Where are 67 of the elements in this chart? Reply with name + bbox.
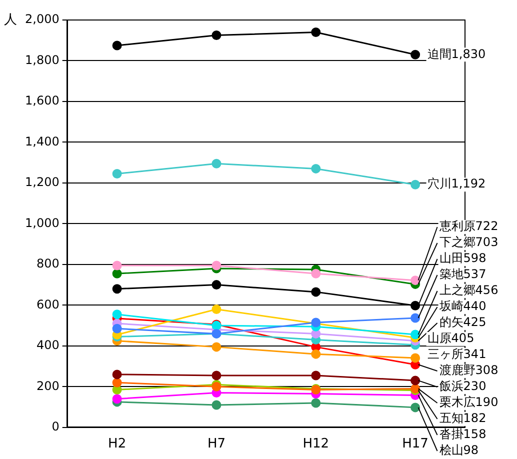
annotation: 穴川1,192 [427, 176, 486, 191]
point [410, 300, 420, 310]
annotation: 五知182 [439, 411, 486, 426]
point [112, 324, 122, 334]
point [112, 394, 122, 404]
point [311, 164, 321, 174]
y-tick-label: 1,800 [24, 52, 60, 67]
point [112, 268, 122, 278]
y-tick-label: 1,600 [24, 94, 60, 108]
y-tick-label: 800 [36, 256, 60, 271]
point [311, 268, 321, 278]
point [112, 310, 122, 320]
x-tick-label: H7 [207, 436, 226, 452]
annotation: 的矢425 [439, 315, 486, 330]
point [410, 50, 420, 60]
point [112, 370, 122, 380]
point [112, 378, 122, 388]
annotation: 渡鹿野308 [439, 363, 498, 378]
point [212, 260, 222, 270]
point [410, 402, 420, 412]
point [410, 180, 420, 190]
annotation: 山原405 [427, 331, 474, 346]
point [112, 284, 122, 294]
y-tick-label: 1,400 [24, 134, 60, 148]
y-tick-label: 200 [36, 378, 60, 393]
y-axis-title: 人 [4, 12, 17, 28]
point [212, 158, 222, 168]
point [410, 276, 420, 286]
y-tick-label: 0 [52, 420, 60, 434]
annotation: 飯浜230 [439, 379, 486, 394]
y-tick-label: 2,000 [24, 12, 60, 26]
annotation: 恵利原722 [438, 219, 498, 234]
point [212, 304, 222, 314]
annotation: 築地537 [439, 267, 486, 282]
y-tick-label: 1,200 [24, 175, 60, 190]
x-tick-label: H12 [302, 436, 330, 452]
annotation: 坂崎440 [438, 299, 486, 314]
point [311, 370, 321, 380]
x-tick-label: H2 [108, 436, 126, 452]
y-tick-label: 1,000 [24, 216, 60, 230]
annotation: 下之郷703 [439, 235, 498, 250]
point [212, 400, 222, 410]
point [311, 349, 321, 359]
point [410, 330, 420, 340]
annotation: 栗木広190 [439, 395, 498, 410]
point [112, 260, 122, 270]
annotation: 上之郷456 [439, 283, 498, 298]
point [311, 398, 321, 408]
point [212, 370, 222, 380]
point [112, 169, 122, 179]
point [410, 353, 420, 363]
point [410, 376, 420, 386]
annotation: 迫間1,830 [427, 46, 486, 61]
point [112, 40, 122, 50]
point [410, 313, 420, 323]
point [212, 30, 222, 40]
y-tick-label: 400 [36, 338, 60, 352]
annotation: 山田598 [439, 251, 486, 266]
annotation: 桧山98 [439, 443, 479, 458]
point [311, 287, 321, 297]
point [311, 27, 321, 37]
x-tick-label: H17 [402, 436, 428, 452]
annotation: 三ヶ所341 [427, 347, 486, 362]
y-tick-label: 600 [36, 297, 60, 312]
point [212, 280, 222, 290]
point [212, 342, 222, 352]
annotation: 沓掛158 [439, 427, 486, 442]
